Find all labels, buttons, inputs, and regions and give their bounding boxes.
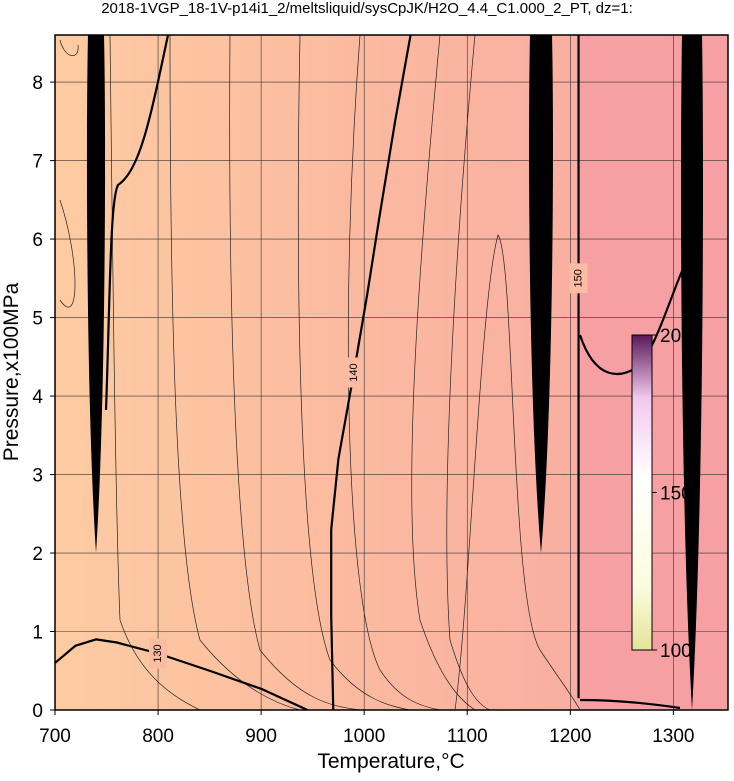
x-tick-label: 800 <box>142 726 174 747</box>
contour-label: 130 <box>152 644 164 662</box>
y-tick-label: 6 <box>32 230 43 251</box>
y-tick-label: 3 <box>32 466 43 487</box>
contour-label-bg <box>149 638 168 669</box>
x-tick-label: 1100 <box>447 726 488 747</box>
plot-area: 130 140 150 <box>55 35 728 710</box>
x-tick-label: 1200 <box>549 726 591 747</box>
x-tick-label: 900 <box>245 726 277 747</box>
x-tick-label: 700 <box>39 726 71 747</box>
contour-label-bg <box>569 263 588 294</box>
y-tick-label: 5 <box>32 309 43 330</box>
colorbar-tick-label: 200 <box>660 326 692 347</box>
contour-label: 150 <box>572 269 584 287</box>
plot-frame <box>54 34 729 711</box>
colorbar: 100 150 200 <box>631 326 692 662</box>
y-tick-label: 2 <box>32 544 43 565</box>
colorbar-tick-label: 100 <box>660 641 692 662</box>
contours: 130 140 150 <box>55 35 588 710</box>
y-tick-label: 1 <box>32 623 43 644</box>
thin-contours <box>59 35 581 710</box>
contour-label-bg <box>344 357 363 388</box>
x-axis-label: Temperature,°C <box>317 750 464 773</box>
x-tick-label: 1300 <box>652 726 694 747</box>
chart-title: 2018-1VGP_18-1V-p14i1_2/meltsliquid/sysC… <box>101 0 633 17</box>
y-axis-label: Pressure,x100MPa <box>0 282 23 461</box>
y-tick-label: 7 <box>32 152 43 173</box>
contour-line <box>55 638 308 710</box>
x-tick-label: 1000 <box>343 726 385 747</box>
y-tick-label: 4 <box>32 387 43 408</box>
contour-label: 140 <box>348 363 360 381</box>
grid <box>55 35 728 710</box>
region <box>580 35 728 710</box>
y-tick-label: 8 <box>32 73 43 94</box>
dense-zones <box>86 35 703 710</box>
colorbar-scale <box>631 334 653 651</box>
y-tick-label: 0 <box>32 701 43 722</box>
colorbar-tick-label: 150 <box>660 484 692 505</box>
